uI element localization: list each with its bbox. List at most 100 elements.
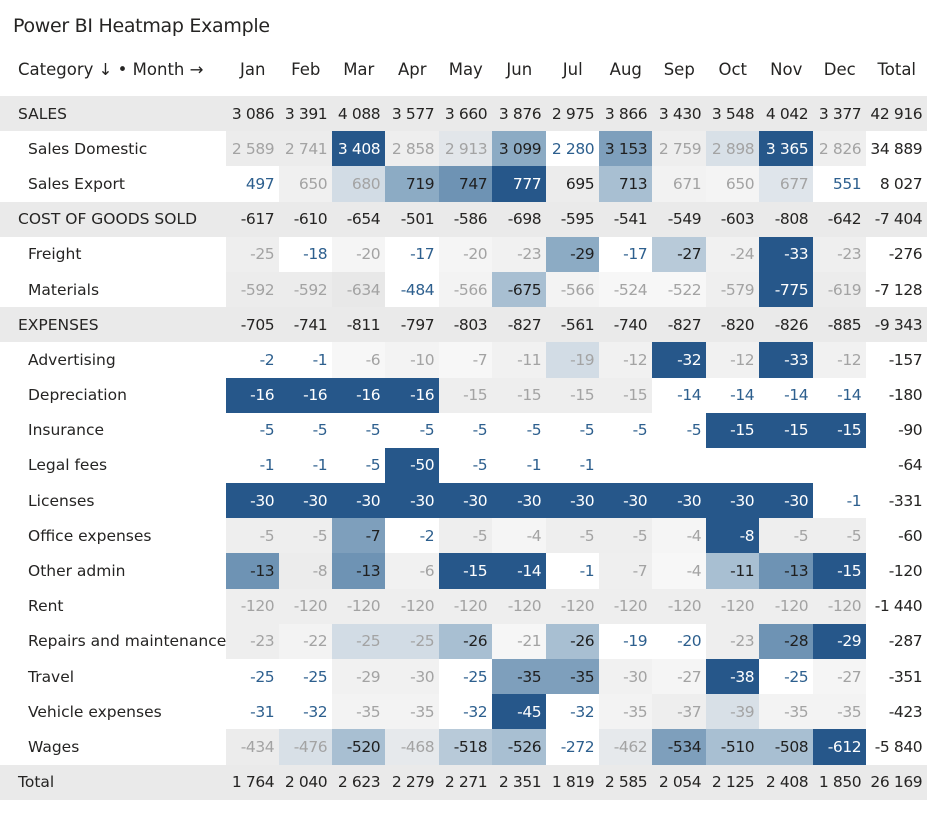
month-header[interactable]: Jan (226, 52, 280, 86)
heatmap-cell[interactable]: -462 (599, 729, 653, 765)
heatmap-cell[interactable]: -30 (599, 483, 653, 519)
heatmap-cell[interactable]: 497 (226, 166, 280, 202)
heatmap-cell[interactable]: -24 (706, 236, 760, 272)
heatmap-cell[interactable]: -26 (439, 623, 493, 659)
heatmap-cell[interactable]: -592 (279, 271, 333, 308)
heatmap-cell[interactable]: 680 (332, 166, 386, 202)
heatmap-cell[interactable]: -120 (813, 588, 867, 624)
heatmap-cell[interactable]: -5 (546, 518, 600, 554)
heatmap-cell[interactable]: 2 975 (546, 96, 600, 132)
heatmap-cell[interactable]: -5 (332, 412, 386, 448)
heatmap-cell[interactable]: -120 (385, 588, 440, 624)
heatmap-cell[interactable]: -120 (492, 588, 547, 624)
heatmap-cell[interactable]: -1 (492, 447, 547, 484)
heatmap-cell[interactable]: 3 876 (492, 96, 547, 132)
heatmap-cell[interactable] (652, 447, 707, 484)
heatmap-cell[interactable]: 1 819 (546, 764, 600, 800)
row-total-cell[interactable]: 34 889 (866, 131, 928, 167)
heatmap-cell[interactable]: -7 (439, 342, 493, 378)
table-row[interactable]: Rent -120 -120 -120 -120 -120 -120 -120 -120 -120… (0, 588, 928, 624)
heatmap-cell[interactable]: 3 660 (439, 96, 493, 132)
heatmap-cell[interactable]: 4 088 (332, 96, 386, 132)
row-label[interactable]: Materials (28, 280, 100, 299)
heatmap-cell[interactable] (706, 447, 760, 484)
heatmap-cell[interactable]: -484 (385, 271, 440, 308)
heatmap-cell[interactable]: -35 (546, 659, 600, 695)
table-row[interactable]: Freight -25 -18 -20 -17 -20 -23 -29 -17 -27 -24 -33… (0, 236, 928, 272)
heatmap-cell[interactable]: -120 (439, 588, 493, 624)
heatmap-cell[interactable]: -30 (385, 483, 440, 519)
row-label[interactable]: Sales Domestic (28, 139, 148, 158)
heatmap-cell[interactable]: 2 898 (706, 131, 760, 167)
heatmap-cell[interactable]: -675 (492, 271, 547, 308)
table-row[interactable]: Sales Domestic 2 589 2 741 3 408 2 858 2 913 3… (0, 131, 928, 167)
table-row[interactable]: Advertising -2 -1 -6 -10 -7 -11 -19 -12 -32 -12 -33… (0, 342, 928, 378)
heatmap-cell[interactable]: 2 271 (439, 764, 493, 800)
heatmap-cell[interactable]: -5 (439, 518, 493, 554)
heatmap-cell[interactable]: -17 (599, 236, 653, 272)
heatmap-cell[interactable]: -1 (279, 447, 333, 484)
row-label[interactable]: Legal fees (28, 456, 108, 475)
heatmap-cell[interactable]: -803 (439, 307, 493, 343)
heatmap-cell[interactable]: 3 430 (652, 96, 707, 132)
heatmap-cell[interactable]: -5 (279, 412, 333, 448)
heatmap-cell[interactable]: 2 858 (385, 131, 440, 167)
heatmap-cell[interactable]: -15 (706, 412, 760, 448)
heatmap-cell[interactable]: 2 585 (599, 764, 653, 800)
month-header[interactable]: Nov (759, 52, 814, 86)
heatmap-cell[interactable]: -775 (759, 271, 814, 308)
heatmap-cell[interactable]: -11 (706, 553, 760, 589)
row-total-cell[interactable]: -1 440 (866, 588, 928, 624)
heatmap-cell[interactable]: -25 (385, 623, 440, 659)
category-month-header[interactable]: Category ↓ • Month → (0, 52, 227, 86)
heatmap-cell[interactable]: -561 (546, 307, 600, 343)
heatmap-cell[interactable]: 1 850 (813, 764, 867, 800)
row-label[interactable]: Repairs and maintenance (28, 632, 227, 651)
heatmap-cell[interactable]: 2 741 (279, 131, 333, 167)
heatmap-cell[interactable]: -434 (226, 729, 280, 765)
heatmap-cell[interactable]: -541 (599, 201, 653, 237)
heatmap-cell[interactable]: -7 (599, 553, 653, 589)
heatmap-cell[interactable]: -5 (759, 518, 814, 554)
heatmap-cell[interactable]: -827 (492, 307, 547, 343)
heatmap-cell[interactable]: 2 623 (332, 764, 386, 800)
heatmap-cell[interactable]: 3 548 (706, 96, 760, 132)
heatmap-cell[interactable]: -32 (546, 694, 600, 730)
heatmap-cell[interactable]: -27 (652, 236, 707, 272)
month-header[interactable]: Dec (813, 52, 867, 86)
heatmap-cell[interactable]: -14 (652, 377, 707, 413)
heatmap-cell[interactable]: -524 (599, 271, 653, 308)
heatmap-cell[interactable]: -30 (759, 483, 814, 519)
heatmap-cell[interactable]: 777 (492, 166, 547, 202)
row-total-cell[interactable]: -331 (866, 483, 928, 519)
month-header[interactable]: Apr (385, 52, 440, 86)
heatmap-cell[interactable]: -272 (546, 729, 600, 765)
heatmap-cell[interactable]: -17 (385, 236, 440, 272)
heatmap-cell[interactable]: -4 (652, 518, 707, 554)
table-row[interactable]: Office expenses -5 -5 -7 -2 -5 -4 -5 -5 -4 -8 -5 -5-… (0, 518, 928, 554)
heatmap-cell[interactable]: -5 (439, 412, 493, 448)
heatmap-cell[interactable]: -619 (813, 271, 867, 308)
month-header[interactable]: Oct (706, 52, 760, 86)
heatmap-cell[interactable]: -617 (226, 201, 280, 237)
heatmap-cell[interactable]: 747 (439, 166, 493, 202)
heatmap-cell[interactable]: 3 866 (599, 96, 653, 132)
heatmap-cell[interactable]: -5 (813, 518, 867, 554)
heatmap-cell[interactable]: -4 (652, 553, 707, 589)
heatmap-cell[interactable]: -26 (546, 623, 600, 659)
heatmap-cell[interactable]: -508 (759, 729, 814, 765)
heatmap-cell[interactable]: -25 (439, 659, 493, 695)
row-total-cell[interactable]: -351 (866, 659, 928, 695)
row-total-cell[interactable]: -180 (866, 377, 928, 413)
heatmap-cell[interactable]: 650 (279, 166, 333, 202)
heatmap-cell[interactable]: 719 (385, 166, 440, 202)
heatmap-cell[interactable]: -468 (385, 729, 440, 765)
heatmap-cell[interactable]: -25 (226, 236, 280, 272)
heatmap-cell[interactable]: -705 (226, 307, 280, 343)
row-total-cell[interactable]: 26 169 (866, 764, 928, 800)
heatmap-cell[interactable]: -13 (332, 553, 386, 589)
heatmap-cell[interactable]: -549 (652, 201, 707, 237)
heatmap-cell[interactable]: 2 759 (652, 131, 707, 167)
heatmap-cell[interactable]: -30 (279, 483, 333, 519)
heatmap-cell[interactable]: -5 (226, 518, 280, 554)
